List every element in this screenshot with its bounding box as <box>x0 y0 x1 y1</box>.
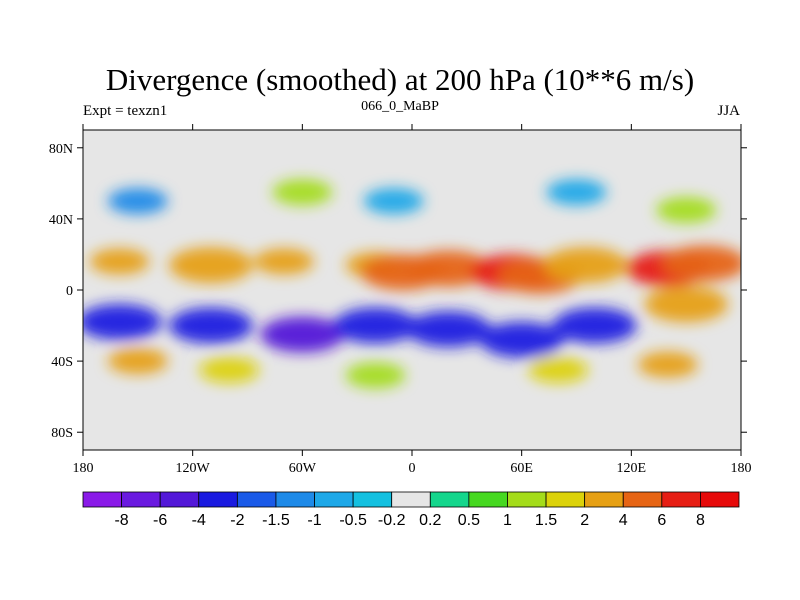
x-tick-label: 120W <box>176 461 211 476</box>
y-tick-label: 0 <box>66 284 73 299</box>
field-cell <box>662 245 741 282</box>
colorbar-label: -8 <box>114 512 128 529</box>
field-cell <box>168 247 253 284</box>
colorbar-box <box>507 491 547 508</box>
colorbar-label: -0.5 <box>339 512 367 529</box>
colorbar-label: -1 <box>307 512 321 529</box>
field-cell <box>89 248 150 275</box>
y-tick-label: 40N <box>49 213 73 228</box>
divergence-field <box>83 179 741 389</box>
colorbar-box <box>622 491 663 508</box>
field-cell <box>260 316 345 353</box>
y-tick-label: 80N <box>49 142 73 157</box>
colorbar-label: -2 <box>230 512 244 529</box>
field-cell <box>637 351 698 378</box>
colorbar-label: -4 <box>192 512 206 529</box>
axis-ticks: 180 120W 60W 0 60E 120E 180 80N 40N 0 40S 80S <box>49 124 752 476</box>
x-tick-label: 0 <box>409 461 416 476</box>
plot-area <box>82 129 742 451</box>
x-tick-label: 180 <box>731 461 752 476</box>
colorbar-box <box>352 491 393 508</box>
colorbar-label: -0.2 <box>378 512 406 529</box>
y-tick-label: 40S <box>51 355 73 370</box>
colorbar-label: 4 <box>619 512 628 529</box>
field-cell <box>168 307 253 344</box>
run-label: 066_0_MaBP <box>361 99 439 114</box>
colorbar-box <box>159 491 200 508</box>
field-cell <box>479 321 564 358</box>
colorbar-box <box>468 491 508 508</box>
field-cell <box>528 357 589 383</box>
field-cell <box>546 179 607 206</box>
field-cell <box>272 179 333 206</box>
chart-title: Divergence (smoothed) at 200 hPa (10**6 … <box>105 62 695 97</box>
colorbar-box <box>429 491 470 508</box>
field-cell <box>363 188 424 215</box>
colorbar: -8 -6 -4 -2 -1.5 -1 -0.5 -0.2 0.2 0.5 1 1.5 2 4 6 8 <box>82 491 740 529</box>
field-cell <box>199 357 260 383</box>
colorbar-label: -6 <box>153 512 167 529</box>
field-cell <box>333 307 418 344</box>
colorbar-box <box>391 491 431 508</box>
field-cell <box>406 311 491 348</box>
field-cell <box>83 304 162 340</box>
colorbar-box <box>545 491 586 508</box>
colorbar-box <box>236 491 277 508</box>
field-cell <box>254 248 315 275</box>
colorbar-label: 0.5 <box>458 512 480 529</box>
field-cell <box>345 362 406 389</box>
colorbar-label: 1.5 <box>535 512 557 529</box>
x-tick-label: 180 <box>73 461 94 476</box>
colorbar-box <box>700 491 740 508</box>
field-cell <box>644 286 729 323</box>
field-cell <box>552 307 637 344</box>
colorbar-label: 0.2 <box>419 512 441 529</box>
colorbar-box <box>121 491 161 508</box>
y-tick-label: 80S <box>51 426 73 441</box>
field-cell <box>107 188 168 215</box>
field-cell <box>406 250 491 287</box>
field-cell <box>543 247 628 284</box>
colorbar-label: 6 <box>657 512 666 529</box>
field-cell <box>656 197 717 223</box>
plot-background <box>83 130 741 450</box>
field-cell <box>107 348 168 375</box>
colorbar-box <box>584 491 624 508</box>
colorbar-label: 2 <box>580 512 589 529</box>
x-tick-label: 60E <box>510 461 533 476</box>
colorbar-box <box>198 491 238 508</box>
season-label: JJA <box>717 103 740 119</box>
experiment-label: Expt = texzn1 <box>83 103 168 119</box>
colorbar-box <box>82 491 122 508</box>
colorbar-box <box>314 491 354 508</box>
x-tick-label: 60W <box>289 461 317 476</box>
colorbar-label: 8 <box>696 512 705 529</box>
colorbar-box <box>275 491 315 508</box>
colorbar-box <box>661 491 701 508</box>
colorbar-label: 1 <box>503 512 512 529</box>
x-tick-label: 120E <box>617 461 647 476</box>
colorbar-label: -1.5 <box>262 512 290 529</box>
